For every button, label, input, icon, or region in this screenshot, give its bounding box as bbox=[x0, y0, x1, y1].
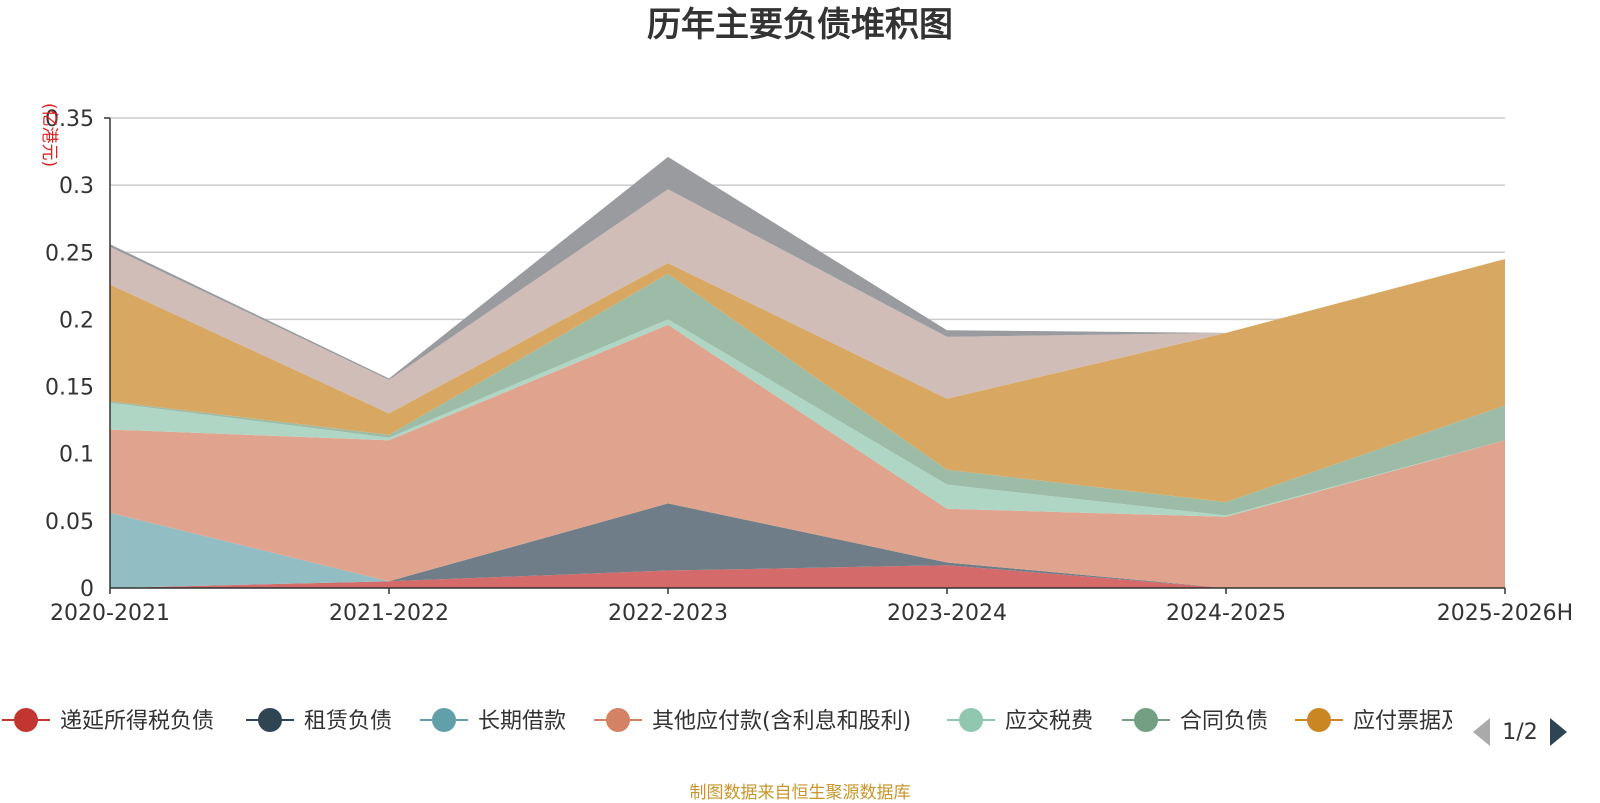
area-series-2 bbox=[110, 503, 1505, 588]
legend-next-icon[interactable] bbox=[1550, 718, 1567, 746]
axes: 0 0.05 0.1 0.15 0.2 0.25 0.3 0.35 2020-2021 2021-… bbox=[45, 107, 1573, 626]
legend-page-indicator: 1/2 bbox=[1502, 720, 1537, 745]
legend-item[interactable]: 应交税费 bbox=[947, 708, 1093, 734]
legend-marker bbox=[959, 708, 983, 732]
y-tick-label: 0.1 bbox=[59, 443, 94, 468]
legend-item[interactable]: 递延所得税负债 bbox=[2, 708, 214, 734]
legend-item[interactable]: 应付票据及应付账款 bbox=[1295, 708, 1551, 734]
x-tick-label: 2024-2025 bbox=[1166, 601, 1286, 626]
area-series-3 bbox=[110, 324, 1505, 588]
y-tick-label: 0.05 bbox=[45, 510, 94, 535]
y-tick-label: 0.3 bbox=[59, 174, 94, 199]
legend-label: 租赁负债 bbox=[304, 709, 392, 734]
legend: 递延所得税负债 租赁负债 长期借款 其他应付款(含利息和股利) 应交税费 合同负债 应付票据… bbox=[2, 708, 1551, 734]
legend-marker bbox=[1307, 708, 1331, 732]
y-tick-label: 0.2 bbox=[59, 308, 94, 333]
legend-label: 应交税费 bbox=[1005, 709, 1093, 734]
legend-label: 合同负债 bbox=[1180, 709, 1268, 734]
x-tick-label: 2023-2024 bbox=[887, 601, 1007, 626]
legend-item[interactable]: 其他应付款(含利息和股利) bbox=[594, 708, 911, 734]
stacked-areas bbox=[110, 156, 1505, 588]
legend-pager: 1/2 bbox=[1473, 718, 1567, 746]
source-note: 制图数据来自恒生聚源数据库 bbox=[689, 783, 911, 803]
legend-label: 递延所得税负债 bbox=[60, 709, 214, 734]
x-tick-label: 2022-2023 bbox=[608, 601, 728, 626]
x-tick-label: 2020-2021 bbox=[50, 601, 170, 626]
legend-marker bbox=[606, 708, 630, 732]
legend-marker bbox=[1134, 708, 1158, 732]
x-tick-label: 2025-2026H bbox=[1437, 601, 1573, 626]
y-tick-label: 0.35 bbox=[45, 107, 94, 132]
legend-label: 其他应付款(含利息和股利) bbox=[652, 709, 911, 734]
area-series-8 bbox=[110, 156, 1505, 380]
y-tick-label: 0 bbox=[80, 577, 94, 602]
legend-marker bbox=[258, 708, 282, 732]
legend-label: 长期借款 bbox=[478, 709, 566, 734]
legend-item[interactable]: 合同负债 bbox=[1122, 708, 1268, 734]
legend-marker bbox=[14, 708, 38, 732]
area-series-6 bbox=[110, 259, 1505, 503]
y-axis-label: (亿港元) bbox=[39, 103, 59, 167]
area-series-7 bbox=[110, 189, 1505, 414]
area-series-0 bbox=[110, 565, 1505, 588]
legend-item[interactable]: 租赁负债 bbox=[246, 708, 392, 734]
legend-prev-icon[interactable] bbox=[1473, 718, 1490, 746]
y-tick-label: 0.15 bbox=[45, 376, 94, 401]
legend-label: 应付票据及应付账款 bbox=[1353, 709, 1551, 734]
x-tick-label: 2021-2022 bbox=[329, 601, 449, 626]
area-series-5 bbox=[110, 273, 1505, 516]
legend-marker bbox=[432, 708, 456, 732]
legend-item[interactable]: 长期借款 bbox=[420, 708, 566, 734]
area-series-1 bbox=[110, 503, 1505, 588]
y-tick-label: 0.25 bbox=[45, 241, 94, 266]
chart-title: 历年主要负债堆积图 bbox=[647, 5, 953, 45]
